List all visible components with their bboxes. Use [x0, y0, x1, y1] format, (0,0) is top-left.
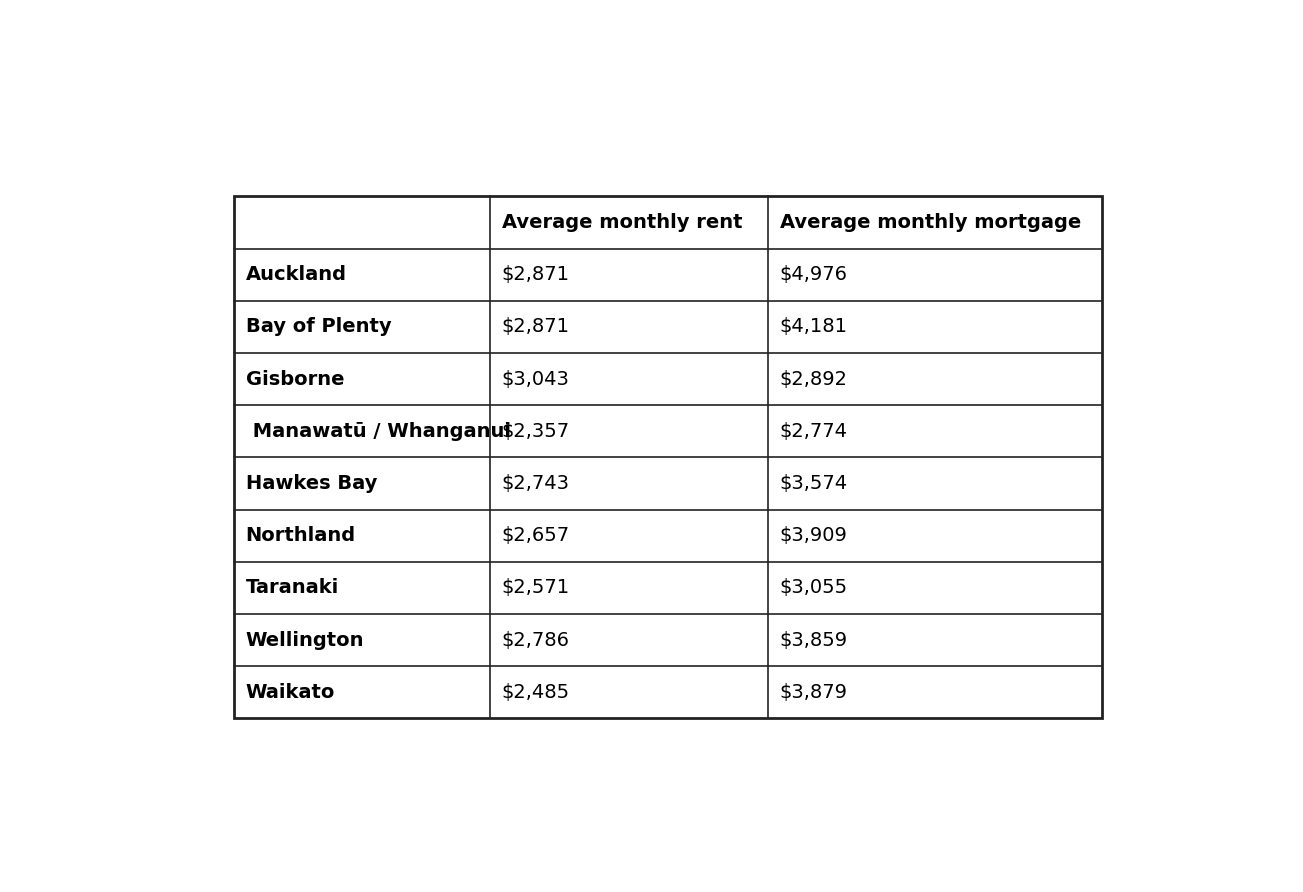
Text: $4,976: $4,976: [779, 265, 848, 285]
Text: Waikato: Waikato: [246, 682, 335, 702]
Text: $3,909: $3,909: [779, 526, 848, 545]
Bar: [233, 196, 1102, 718]
Text: $2,774: $2,774: [779, 422, 848, 441]
Text: $2,743: $2,743: [502, 474, 569, 493]
Text: $2,657: $2,657: [502, 526, 569, 545]
Text: Gisborne: Gisborne: [246, 369, 344, 389]
Text: $2,357: $2,357: [502, 422, 569, 441]
Text: Manawatū / Whanganui: Manawatū / Whanganui: [246, 422, 511, 441]
Text: $3,574: $3,574: [779, 474, 848, 493]
Text: $3,859: $3,859: [779, 631, 848, 649]
Text: $3,055: $3,055: [779, 578, 848, 598]
Text: Wellington: Wellington: [246, 631, 364, 649]
Text: Average monthly mortgage: Average monthly mortgage: [779, 213, 1081, 232]
Text: $2,786: $2,786: [502, 631, 569, 649]
Text: Hawkes Bay: Hawkes Bay: [246, 474, 377, 493]
Text: Bay of Plenty: Bay of Plenty: [246, 318, 391, 336]
Text: $3,879: $3,879: [779, 682, 848, 702]
Text: $2,571: $2,571: [502, 578, 569, 598]
Text: $4,181: $4,181: [779, 318, 848, 336]
Text: $3,043: $3,043: [502, 369, 569, 389]
Text: $2,871: $2,871: [502, 265, 569, 285]
Text: Taranaki: Taranaki: [246, 578, 339, 598]
Text: Auckland: Auckland: [246, 265, 347, 285]
Text: Average monthly rent: Average monthly rent: [502, 213, 743, 232]
Text: $2,892: $2,892: [779, 369, 848, 389]
Text: Northland: Northland: [246, 526, 356, 545]
Text: $2,485: $2,485: [502, 682, 569, 702]
Text: $2,871: $2,871: [502, 318, 569, 336]
